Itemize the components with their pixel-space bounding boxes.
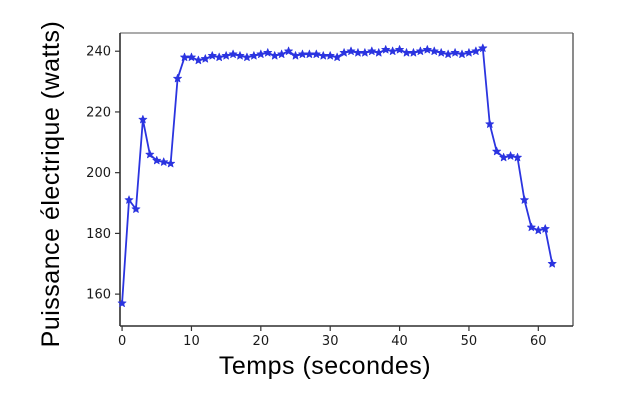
data-point-marker (429, 46, 439, 55)
data-point-marker (346, 46, 356, 55)
data-point-marker (277, 49, 287, 59)
data-point-marker (214, 52, 224, 62)
x-tick-label: 0 (118, 334, 126, 349)
data-point-marker (381, 45, 391, 54)
data-point-marker (263, 48, 273, 57)
data-point-marker (457, 49, 467, 59)
data-point-marker (526, 222, 536, 232)
data-point-marker (249, 51, 259, 60)
data-point-marker (485, 119, 495, 128)
data-point-marker (221, 51, 231, 60)
data-point-marker (395, 45, 404, 54)
data-point-marker (207, 51, 217, 60)
x-tick-label: 10 (183, 334, 200, 349)
data-point-marker (436, 48, 446, 57)
x-tick-label: 40 (391, 334, 408, 349)
data-point-marker (471, 46, 481, 55)
data-point-marker (117, 298, 127, 308)
data-point-marker (388, 46, 398, 55)
data-point-marker (298, 49, 307, 59)
data-point-marker (415, 46, 425, 55)
data-point-marker (194, 55, 203, 65)
data-point-marker (145, 149, 155, 159)
data-point-marker (332, 52, 342, 62)
data-point-marker (138, 114, 148, 124)
data-point-marker (256, 49, 266, 59)
data-point-marker (131, 204, 141, 213)
x-tick-label: 50 (461, 334, 478, 349)
y-tick-label: 160 (86, 288, 111, 303)
data-point-marker (159, 157, 169, 166)
data-point-marker (270, 51, 280, 60)
y-tick-label: 180 (86, 227, 111, 242)
data-point-marker (242, 52, 252, 62)
data-point-marker (513, 152, 522, 162)
data-point-marker (305, 49, 314, 59)
series-line (121, 47, 554, 305)
data-point-marker (492, 146, 502, 156)
data-point-marker (547, 259, 557, 268)
y-tick-label: 200 (86, 166, 111, 181)
data-point-marker (235, 51, 245, 60)
data-point-marker (152, 155, 162, 165)
data-point-marker (291, 51, 300, 60)
data-point-marker (374, 48, 384, 57)
data-point-marker (422, 45, 432, 54)
data-point-marker (360, 48, 370, 57)
data-point-marker (450, 48, 460, 57)
data-point-marker (520, 195, 529, 204)
data-point-marker (499, 152, 509, 162)
data-point-marker (339, 48, 349, 57)
x-axis-label: Temps (secondes) (218, 352, 432, 380)
x-tick-label: 20 (253, 334, 270, 349)
data-point-marker (200, 54, 210, 63)
data-point-marker (367, 46, 377, 55)
y-axis-label: Puissance électrique (watts) (37, 20, 65, 348)
data-point-marker (533, 225, 543, 235)
data-point-marker (311, 49, 321, 59)
data-point-marker (464, 48, 474, 57)
data-point-marker (166, 158, 176, 168)
data-point-marker (187, 52, 196, 62)
x-tick-label: 30 (322, 334, 339, 349)
data-point-marker (409, 48, 418, 57)
x-tick-label: 60 (530, 334, 547, 349)
data-point-marker (506, 151, 515, 160)
y-tick-label: 240 (86, 45, 111, 60)
data-point-marker (325, 51, 335, 60)
data-point-marker (443, 49, 453, 59)
data-point-marker (540, 224, 550, 233)
y-tick-label: 220 (86, 105, 111, 120)
data-point-marker (124, 195, 134, 204)
data-point-marker (402, 48, 411, 57)
data-point-marker (478, 43, 488, 52)
data-point-marker (228, 49, 238, 59)
data-point-marker (173, 73, 182, 83)
data-point-marker (284, 46, 293, 55)
